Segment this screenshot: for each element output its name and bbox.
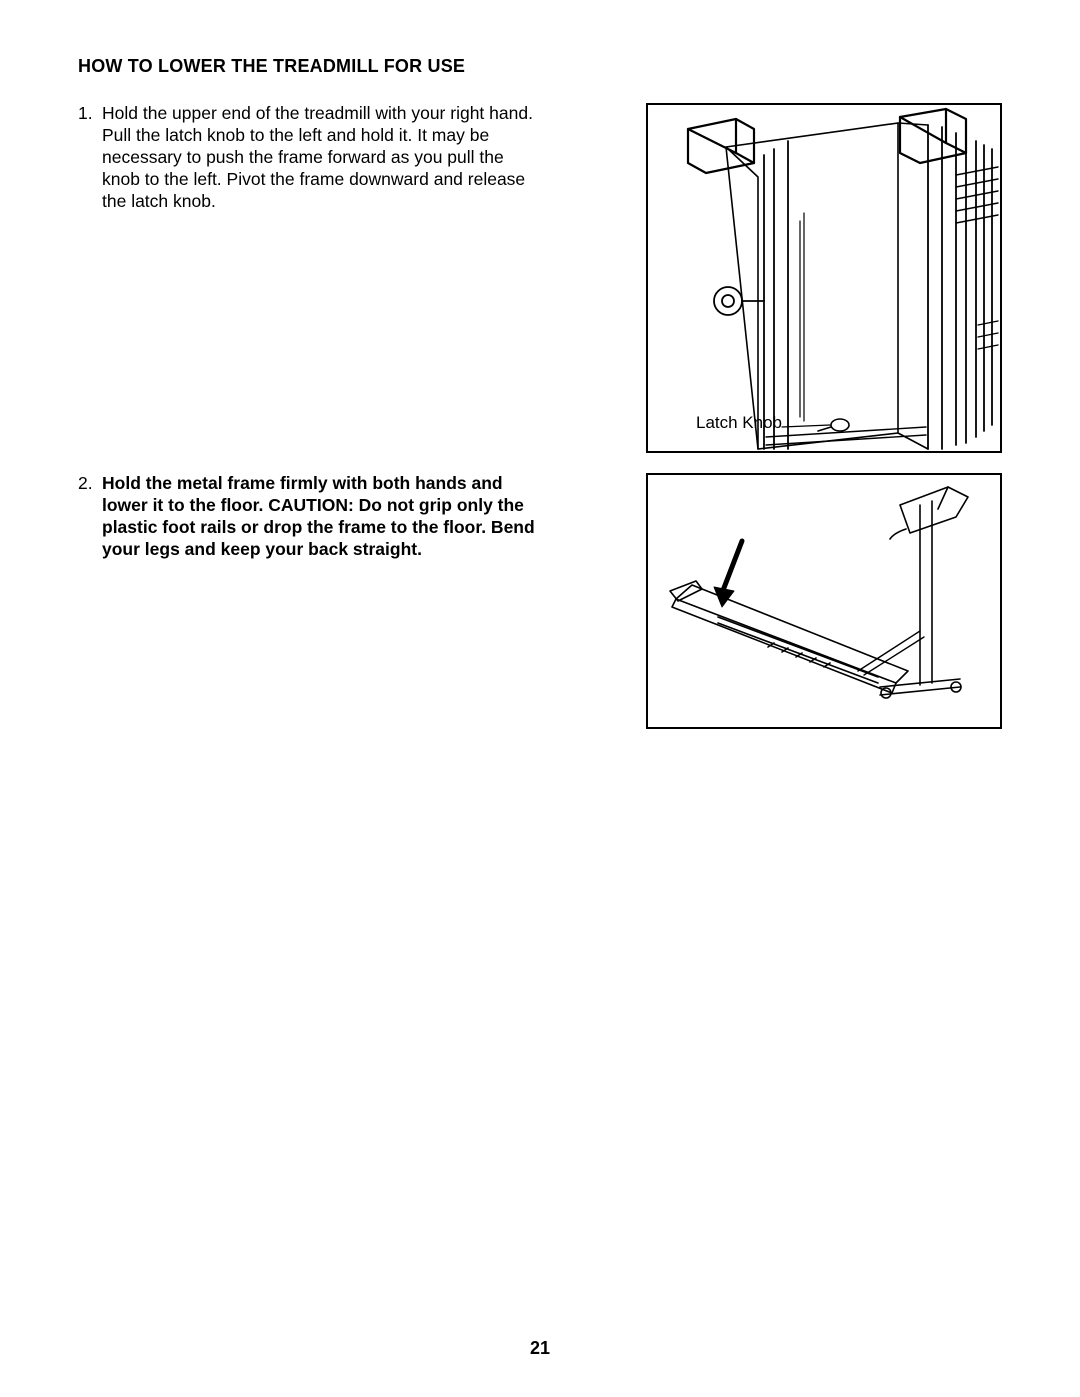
step-row-2: 2. Hold the metal frame firmly with both… [78, 473, 1002, 729]
section-title: HOW TO LOWER THE TREADMILL FOR USE [78, 56, 1002, 77]
figure-1-illustration [648, 105, 1000, 451]
figure-2-illustration [648, 475, 1000, 727]
step-2-number: 2. [78, 473, 102, 561]
figure-2-box [646, 473, 1002, 729]
figure-2-col [646, 473, 1002, 729]
step-1-text-col: 1. Hold the upper end of the treadmill w… [78, 103, 538, 212]
figure-1-box: Latch Knob [646, 103, 1002, 453]
step-1-number: 1. [78, 103, 102, 212]
page-number: 21 [0, 1338, 1080, 1359]
step-1: 1. Hold the upper end of the treadmill w… [78, 103, 538, 212]
figure-1-label: Latch Knob [696, 413, 782, 433]
figure-1-col: Latch Knob [646, 103, 1002, 453]
step-2-text-col: 2. Hold the metal frame firmly with both… [78, 473, 538, 561]
step-1-text: Hold the upper end of the treadmill with… [102, 103, 538, 212]
manual-page: HOW TO LOWER THE TREADMILL FOR USE 1. Ho… [0, 0, 1080, 1397]
step-2-text: Hold the metal frame firmly with both ha… [102, 473, 538, 561]
step-2: 2. Hold the metal frame firmly with both… [78, 473, 538, 561]
step-row-1: 1. Hold the upper end of the treadmill w… [78, 103, 1002, 453]
